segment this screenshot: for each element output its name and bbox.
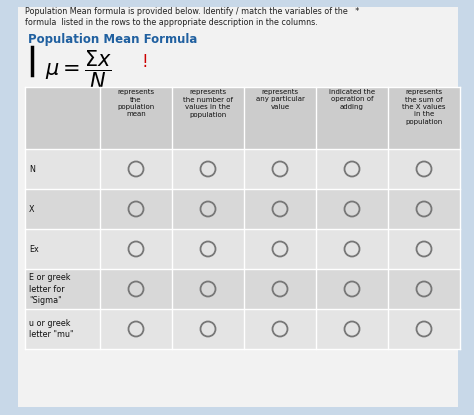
Text: Ex: Ex — [29, 244, 39, 254]
Text: Population Mean Formula: Population Mean Formula — [28, 33, 197, 46]
Bar — [25, 269, 460, 309]
Bar — [25, 87, 460, 149]
Text: represents
the
population
mean: represents the population mean — [118, 89, 155, 117]
Text: represents
any particular
value: represents any particular value — [255, 89, 304, 110]
FancyBboxPatch shape — [18, 7, 458, 407]
Bar — [25, 149, 460, 189]
Text: X: X — [29, 205, 35, 213]
Text: E or greek
letter for
"Sigma": E or greek letter for "Sigma" — [29, 273, 71, 305]
Text: !: ! — [142, 53, 149, 71]
Text: indicated the
operation of
adding: indicated the operation of adding — [329, 89, 375, 110]
Text: Population Mean formula is provided below. Identify / match the variables of the: Population Mean formula is provided belo… — [25, 7, 359, 16]
Bar — [25, 229, 460, 269]
Text: formula  listed in the rows to the appropriate description in the columns.: formula listed in the rows to the approp… — [25, 18, 318, 27]
Text: represents
the number of
values in the
population: represents the number of values in the p… — [183, 89, 233, 117]
Text: $\mu = \dfrac{\Sigma x}{N}$: $\mu = \dfrac{\Sigma x}{N}$ — [45, 48, 112, 90]
Text: N: N — [29, 164, 35, 173]
Text: represents
the sum of
the X values
in the
population: represents the sum of the X values in th… — [402, 89, 446, 125]
Text: u or greek
letter "mu": u or greek letter "mu" — [29, 319, 73, 339]
Bar — [25, 309, 460, 349]
Bar — [25, 189, 460, 229]
